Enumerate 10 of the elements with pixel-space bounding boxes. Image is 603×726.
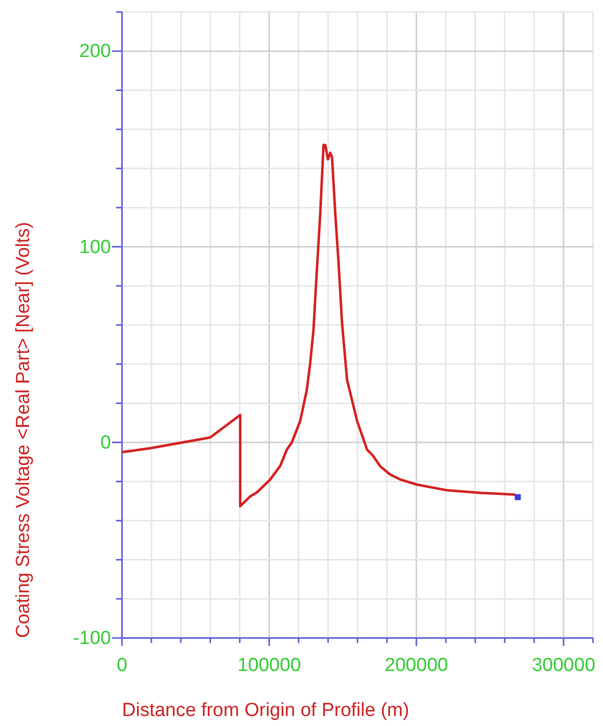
y-tick-label: 100 (79, 236, 111, 258)
y-tick-label: 0 (100, 432, 111, 454)
x-axis-title: Distance from Origin of Profile (m) (122, 700, 410, 721)
y-tick-label: 200 (79, 41, 111, 62)
y-axis-title: Coating Stress Voltage <Real Part> [Near] (Volts) (13, 222, 34, 638)
x-tick-label: 200000 (384, 655, 448, 676)
y-tick-label: -100 (72, 628, 111, 649)
x-tick-label: 0 (116, 655, 128, 676)
x-tick-label: 300000 (532, 655, 596, 676)
x-tick-label: 100000 (237, 655, 301, 676)
